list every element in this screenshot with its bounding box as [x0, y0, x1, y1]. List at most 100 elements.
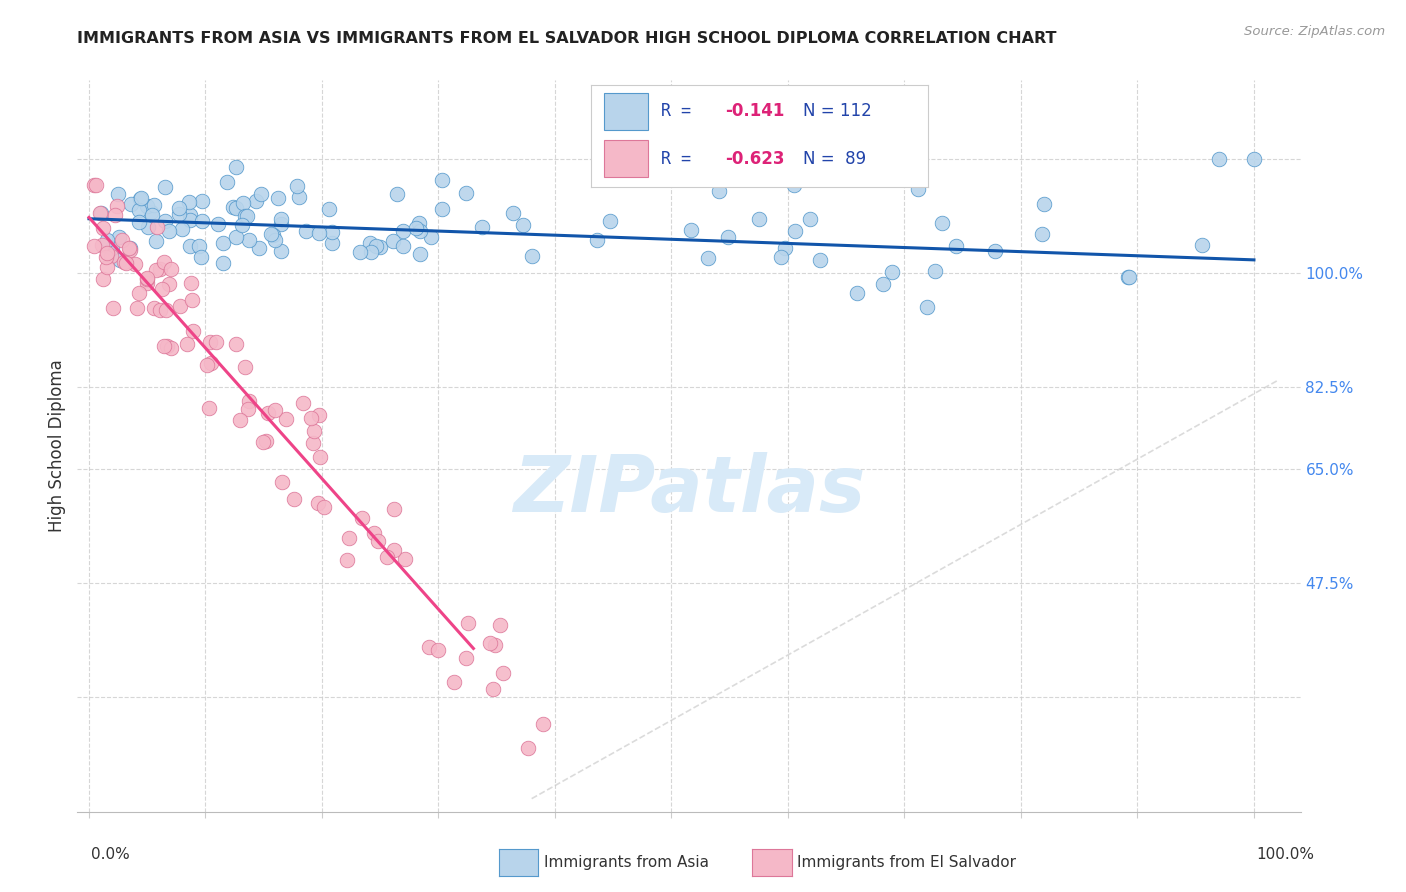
Point	[233, 209, 256, 223]
Point	[83, 178, 105, 192]
Point	[215, 175, 238, 189]
Point	[157, 224, 180, 238]
Point	[262, 227, 284, 242]
Point	[225, 230, 247, 244]
Point	[135, 270, 157, 285]
Point	[153, 255, 176, 269]
Point	[783, 224, 806, 238]
Point	[83, 239, 105, 253]
Point	[155, 303, 177, 318]
Point	[302, 424, 325, 438]
Point	[418, 640, 440, 654]
Point	[247, 241, 270, 255]
Point	[907, 181, 929, 195]
Point	[252, 435, 274, 450]
Point	[111, 233, 134, 247]
Point	[136, 276, 159, 290]
Text: Immigrants from El Salvador: Immigrants from El Salvador	[797, 855, 1017, 870]
Point	[512, 219, 534, 233]
Point	[145, 234, 167, 248]
Point	[270, 217, 292, 231]
Point	[945, 239, 967, 253]
Point	[502, 205, 524, 219]
Point	[295, 224, 318, 238]
Point	[112, 255, 135, 269]
Point	[489, 618, 512, 632]
Point	[136, 272, 159, 286]
Point	[307, 496, 329, 510]
Point	[392, 239, 415, 253]
Point	[128, 202, 150, 217]
Point	[179, 238, 201, 252]
Point	[177, 195, 200, 210]
Point	[96, 245, 118, 260]
Point	[709, 185, 731, 199]
Point	[115, 256, 138, 270]
Point	[915, 300, 938, 314]
Point	[198, 334, 221, 349]
Point	[138, 220, 160, 235]
Point	[211, 235, 233, 250]
Point	[263, 403, 285, 417]
Point	[799, 211, 821, 226]
Point	[368, 240, 391, 254]
Point	[337, 532, 360, 546]
Point	[238, 393, 260, 408]
Point	[96, 260, 118, 274]
Text: ZIPatlas: ZIPatlas	[513, 452, 865, 528]
Point	[457, 616, 479, 631]
Point	[1031, 227, 1053, 241]
Point	[245, 194, 267, 208]
Point	[360, 244, 382, 259]
Text: 0.0%: 0.0%	[91, 847, 131, 862]
Point	[91, 238, 114, 252]
Point	[153, 180, 176, 194]
Point	[141, 204, 163, 219]
Point	[128, 215, 150, 229]
Point	[880, 265, 903, 279]
Point	[84, 178, 107, 192]
Point	[176, 336, 198, 351]
Point	[249, 186, 271, 201]
Point	[172, 221, 194, 235]
Point	[274, 412, 297, 426]
Point	[443, 675, 465, 690]
Point	[1033, 197, 1056, 211]
Point	[267, 191, 290, 205]
Point	[924, 264, 946, 278]
Point	[118, 244, 141, 258]
Point	[409, 224, 432, 238]
Point	[191, 194, 214, 208]
Point	[271, 475, 294, 490]
Point	[308, 450, 330, 464]
Point	[1208, 152, 1230, 166]
Point	[302, 435, 325, 450]
Point	[405, 221, 427, 235]
Point	[599, 214, 621, 228]
Point	[160, 262, 183, 277]
Point	[108, 253, 131, 268]
Point	[120, 241, 142, 255]
Point	[773, 241, 796, 255]
Bar	[605, 140, 648, 177]
Text: 100.0%: 100.0%	[1257, 847, 1315, 862]
Point	[94, 250, 117, 264]
Point	[118, 241, 141, 255]
Point	[149, 303, 172, 318]
Point	[181, 324, 204, 338]
Point	[349, 244, 371, 259]
Point	[200, 356, 222, 370]
Point	[321, 236, 343, 251]
Point	[270, 212, 292, 227]
Point	[149, 261, 172, 276]
Point	[984, 244, 1007, 258]
Text: N =  89: N = 89	[803, 150, 866, 168]
Point	[143, 301, 166, 315]
Point	[270, 244, 292, 258]
Point	[696, 251, 718, 265]
Point	[364, 238, 387, 252]
Point	[145, 263, 167, 277]
Point	[228, 413, 250, 427]
Point	[153, 214, 176, 228]
Point	[392, 224, 415, 238]
